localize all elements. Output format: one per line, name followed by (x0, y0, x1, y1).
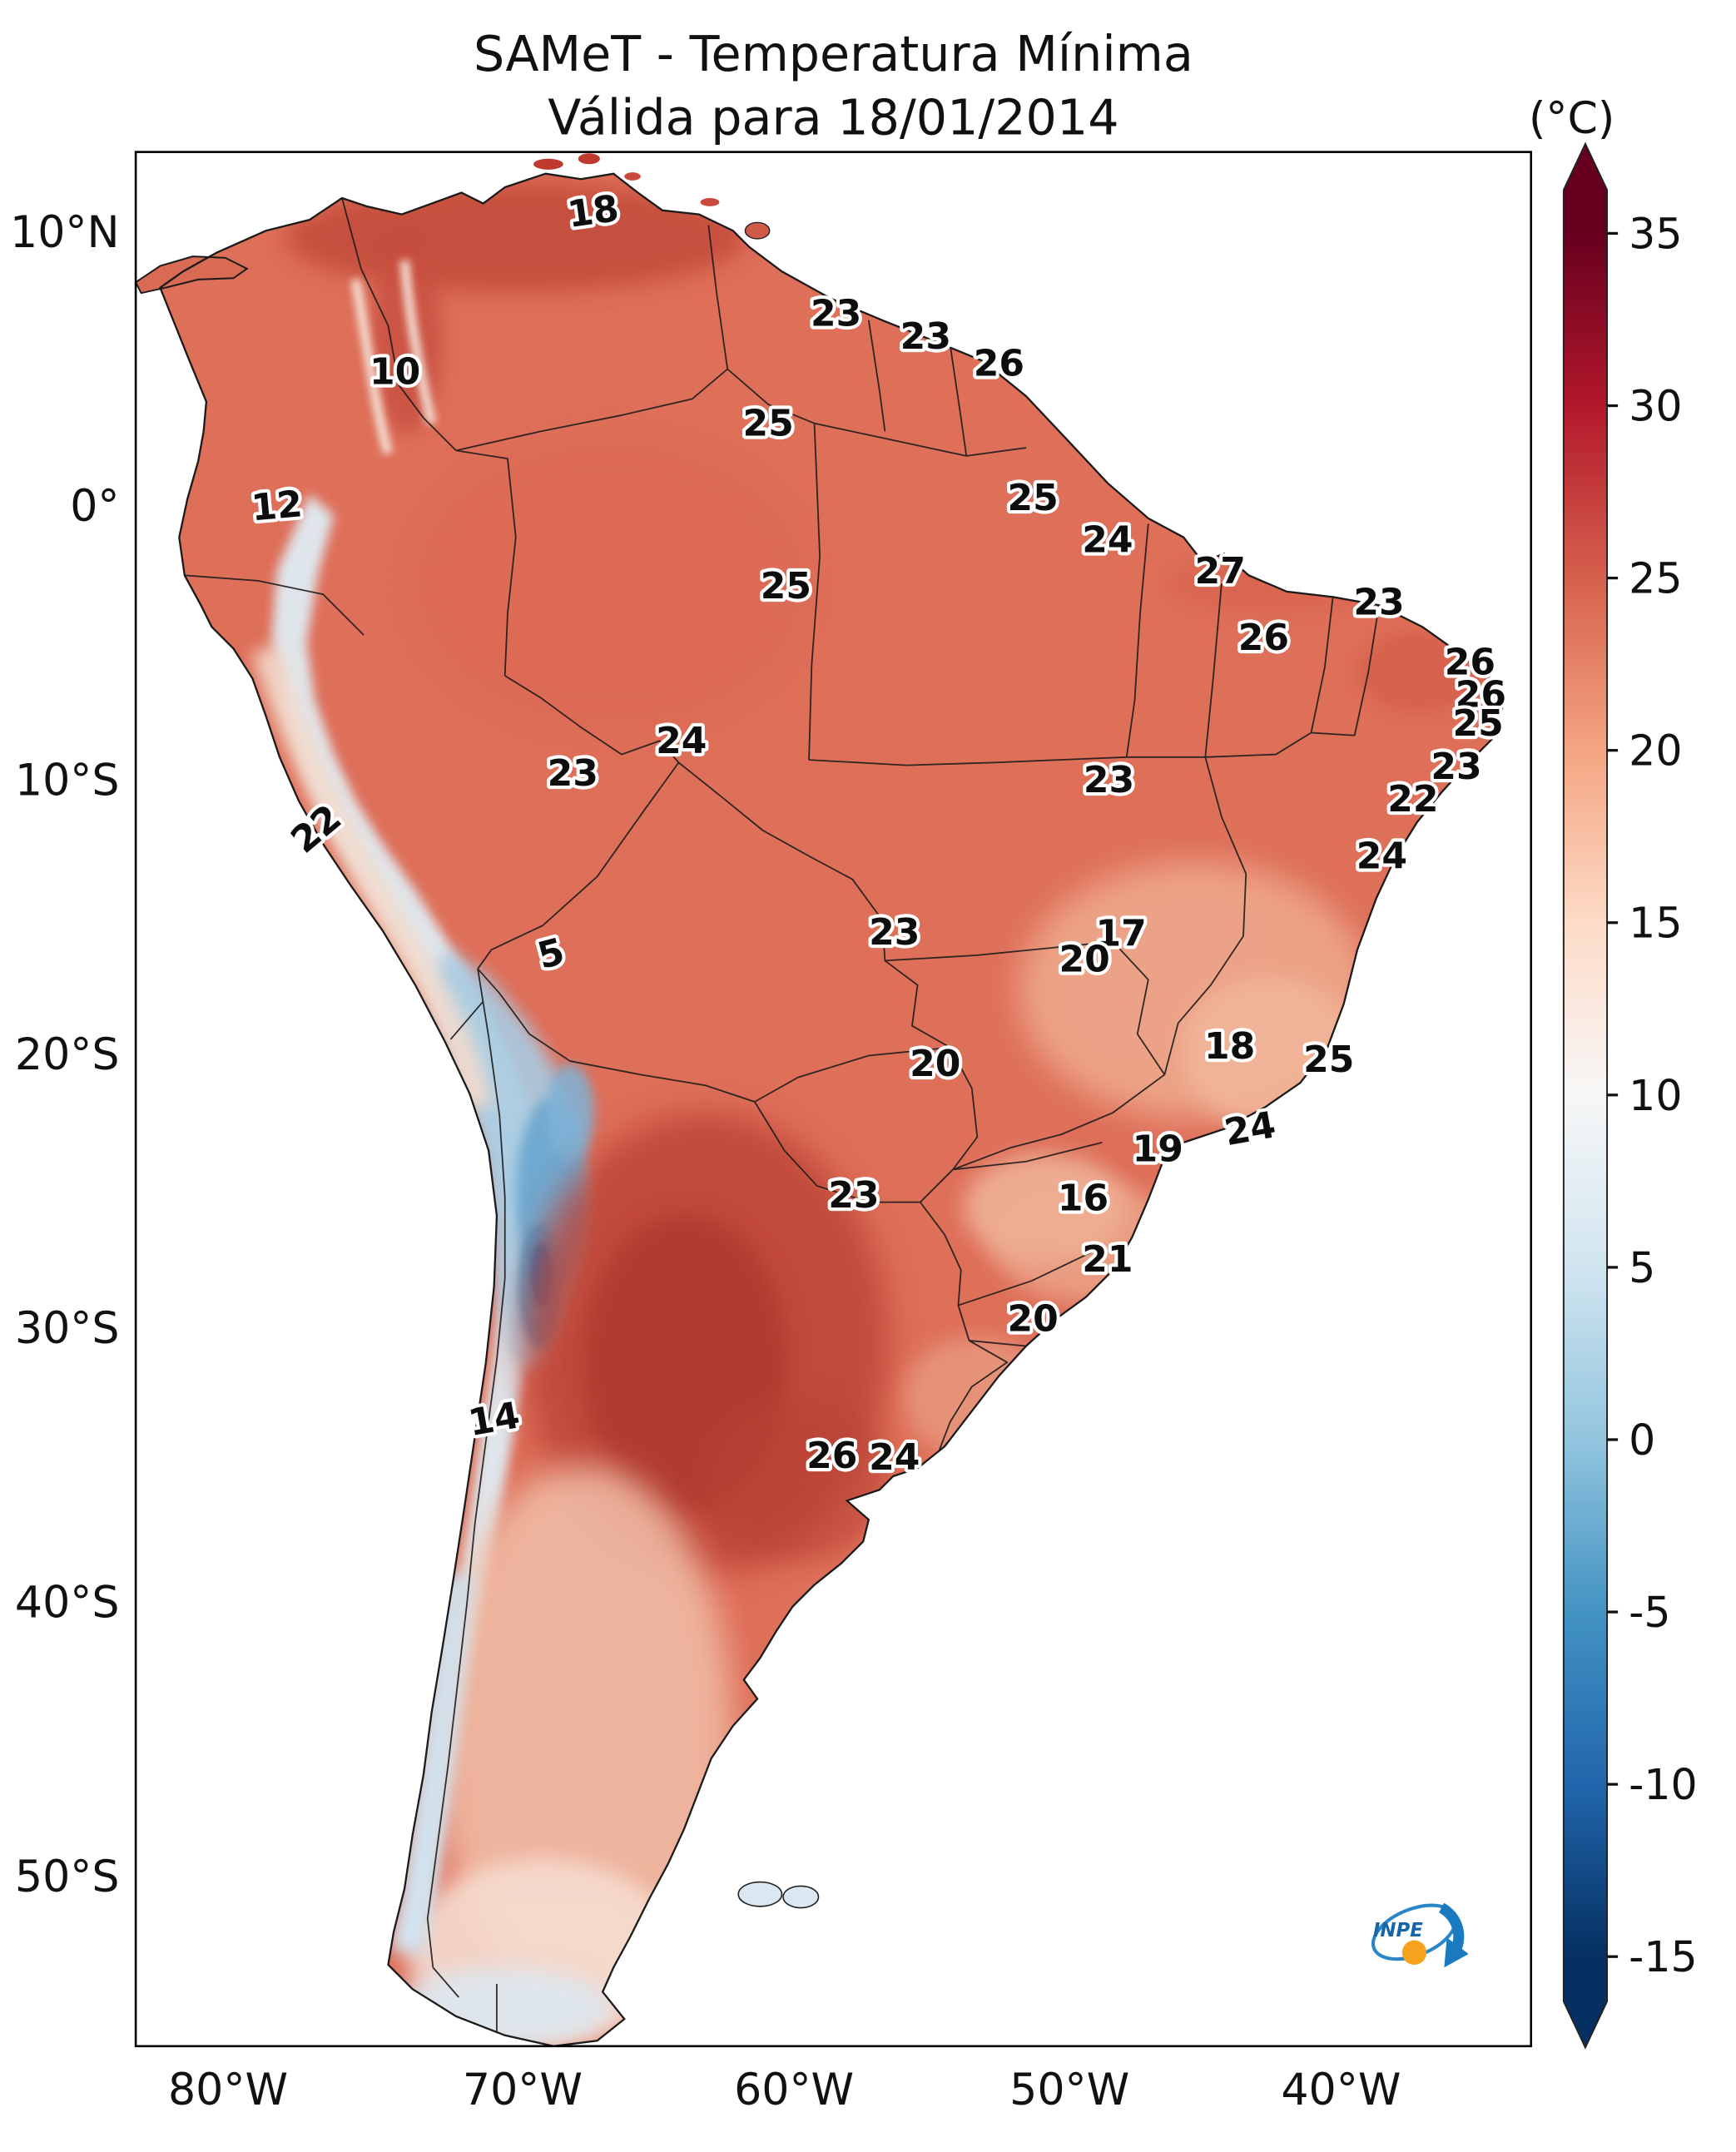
lat-tick-label: 10°S (15, 756, 120, 806)
colorbar-ticks: 35 30 25 20 15 10 5 0 -5 -10 -15 (1607, 209, 1698, 1981)
temp-label-23: 23 (869, 911, 920, 954)
temp-label-23: 23 (828, 1174, 879, 1217)
lat-tick-label: 0° (70, 482, 119, 532)
shade-south-chile (389, 1572, 474, 1957)
colorbar-gradient-bar (1562, 141, 1609, 2050)
lon-tick-label: 70°W (463, 2065, 583, 2115)
temp-label-25: 25 (1008, 477, 1059, 519)
island-margarita (700, 198, 720, 206)
temp-label-24: 24 (1357, 836, 1407, 878)
lat-tick-label: 30°S (15, 1304, 120, 1354)
figure-title-line2: Válida para 18/01/2014 (548, 89, 1118, 146)
figure-title-line1: SAMeT - Temperatura Mínima (474, 26, 1193, 82)
shade-cold-2 (545, 1064, 595, 1162)
shade-light-uruguay (902, 1336, 1052, 1459)
longitude-axis-labels: 80°W 70°W 60°W 50°W 40°W (168, 2065, 1401, 2115)
temp-label-17: 17 (1096, 912, 1147, 955)
island-falkland-west (737, 1881, 783, 1907)
lon-tick-label: 50°W (1009, 2065, 1129, 2115)
colorbar-tick-label: 10 (1629, 1071, 1682, 1120)
temp-label-23: 23 (1084, 759, 1134, 801)
inpe-logo-text: INPE (1373, 1920, 1423, 1941)
island-caribbean-1 (533, 158, 563, 170)
temp-label-25: 25 (742, 402, 793, 444)
temp-label-23: 23 (1431, 746, 1481, 788)
lat-tick-label: 20°S (15, 1030, 120, 1080)
inpe-arrowhead-icon (1444, 1937, 1469, 1968)
island-caribbean-2 (578, 153, 600, 165)
temp-label-24: 24 (1082, 519, 1133, 562)
inpe-satellite-dot-icon (1401, 1940, 1427, 1965)
temp-label-26: 26 (1445, 641, 1495, 683)
colorbar-tick-label: 25 (1629, 554, 1682, 603)
lon-tick-label: 40°W (1281, 2065, 1401, 2115)
temp-label-25: 25 (761, 565, 811, 607)
colorbar-tick-label: 35 (1629, 209, 1682, 258)
island-caribbean-3 (624, 172, 641, 181)
temp-label-23: 23 (1353, 582, 1404, 624)
temp-label-18: 18 (565, 187, 622, 236)
island-trinidad (744, 221, 771, 240)
island-falkland-east (782, 1885, 820, 1909)
lat-tick-label: 50°S (15, 1852, 120, 1902)
border-lines (184, 197, 1380, 2041)
temp-label-21: 21 (1082, 1238, 1133, 1281)
lon-tick-label: 80°W (168, 2065, 288, 2115)
south-america-landmass (160, 173, 1505, 2046)
temp-label-20: 20 (910, 1043, 960, 1085)
temp-label-20: 20 (1008, 1298, 1059, 1341)
colorbar-tick-label: -10 (1629, 1760, 1698, 1809)
temp-label-26: 26 (1456, 674, 1506, 717)
temp-label-26: 26 (1238, 617, 1289, 659)
temp-label-22: 22 (1387, 778, 1438, 821)
temp-label-25: 25 (1303, 1039, 1354, 1081)
inpe-logo: INPE (1371, 1902, 1469, 1968)
temp-label-23: 23 (900, 315, 951, 358)
temp-label-20: 20 (1059, 938, 1110, 980)
colorbar-unit-label: (°C) (1529, 94, 1614, 144)
temp-label-19: 19 (1133, 1128, 1183, 1171)
temp-label-24: 24 (869, 1436, 920, 1479)
lat-tick-label: 40°S (15, 1579, 120, 1629)
temp-label-25: 25 (1452, 702, 1503, 745)
colorbar-tick-label: 5 (1629, 1243, 1655, 1292)
lon-tick-label: 60°W (734, 2065, 854, 2115)
shade-patagonia-tip (393, 1967, 611, 2046)
temperature-shading (251, 183, 1480, 2046)
temp-label-26: 26 (974, 343, 1024, 385)
temp-label-23: 23 (811, 292, 861, 335)
shade-andes-ridge-2 (399, 260, 437, 425)
temp-label-18: 18 (1204, 1025, 1255, 1068)
shade-hot-pampas (698, 1397, 890, 1561)
shade-peru-coast (251, 644, 493, 1111)
lat-tick-label: 10°N (10, 208, 120, 258)
temp-label-23: 23 (548, 752, 598, 795)
latitude-axis-labels: 10°N 0° 10°S 20°S 30°S 40°S 50°S (10, 208, 120, 1902)
temp-label-27: 27 (1195, 550, 1246, 593)
temp-label-14: 14 (465, 1394, 523, 1445)
shade-ne-coast-1 (1357, 631, 1480, 713)
colorbar-tick-label: 0 (1629, 1416, 1655, 1465)
colorbar-tick-label: -5 (1629, 1588, 1670, 1637)
islands (533, 153, 820, 1909)
temp-label-12: 12 (250, 483, 304, 529)
shade-andes-ridge-1 (350, 278, 393, 455)
temp-label-24: 24 (1222, 1103, 1279, 1154)
plot-frame (134, 151, 1533, 2048)
shade-amazon (407, 434, 815, 733)
temp-label-24: 24 (656, 720, 707, 762)
colorbar: (°C) 35 30 25 20 15 10 5 0 -5 -10 -15 (1529, 94, 1698, 2050)
political-borders (184, 197, 1380, 2041)
colorbar-tick-label: -15 (1629, 1932, 1698, 1981)
temp-label-16: 16 (1058, 1177, 1109, 1219)
colorbar-tick-label: 15 (1629, 899, 1682, 948)
colorbar-tick-label: 30 (1629, 381, 1682, 430)
colorbar-tick-label: 20 (1629, 726, 1682, 776)
temp-label-26: 26 (806, 1435, 857, 1477)
temp-label-10: 10 (370, 350, 420, 393)
shade-hot-venezuela (285, 183, 747, 292)
